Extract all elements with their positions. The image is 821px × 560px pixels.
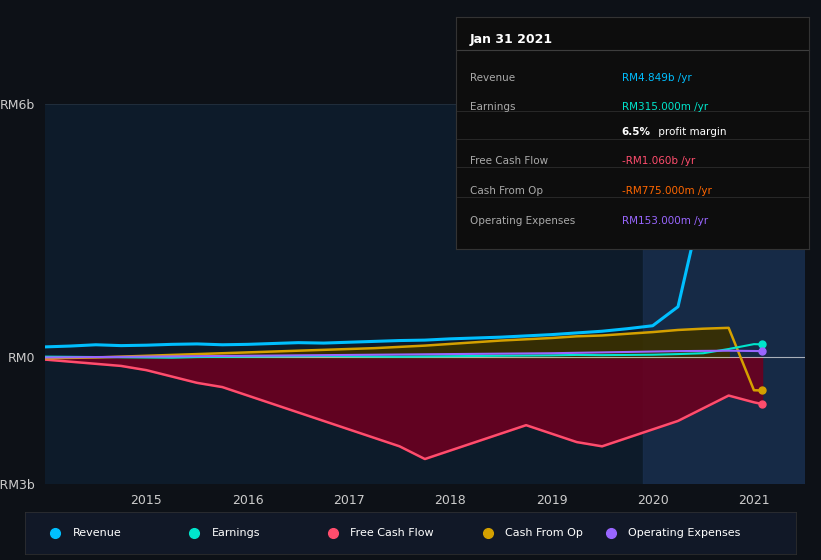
Text: 6.5%: 6.5% [621, 127, 650, 137]
Text: Revenue: Revenue [72, 529, 122, 538]
Text: Earnings: Earnings [211, 529, 260, 538]
Text: Revenue: Revenue [470, 73, 515, 82]
Text: Cash From Op: Cash From Op [470, 186, 543, 197]
Text: Jan 31 2021: Jan 31 2021 [470, 33, 553, 46]
Bar [643, 104, 805, 484]
Text: -RM775.000m /yr: -RM775.000m /yr [621, 186, 712, 197]
Text: -RM1.060b /yr: -RM1.060b /yr [621, 156, 695, 166]
Text: profit margin: profit margin [655, 127, 727, 137]
Text: Free Cash Flow: Free Cash Flow [351, 529, 434, 538]
Text: RM153.000m /yr: RM153.000m /yr [621, 216, 708, 226]
Text: Operating Expenses: Operating Expenses [628, 529, 741, 538]
Text: Earnings: Earnings [470, 101, 516, 111]
Text: Cash From Op: Cash From Op [505, 529, 583, 538]
Text: Operating Expenses: Operating Expenses [470, 216, 575, 226]
Text: Free Cash Flow: Free Cash Flow [470, 156, 548, 166]
Text: RM315.000m /yr: RM315.000m /yr [621, 101, 708, 111]
Text: RM4.849b /yr: RM4.849b /yr [621, 73, 691, 82]
